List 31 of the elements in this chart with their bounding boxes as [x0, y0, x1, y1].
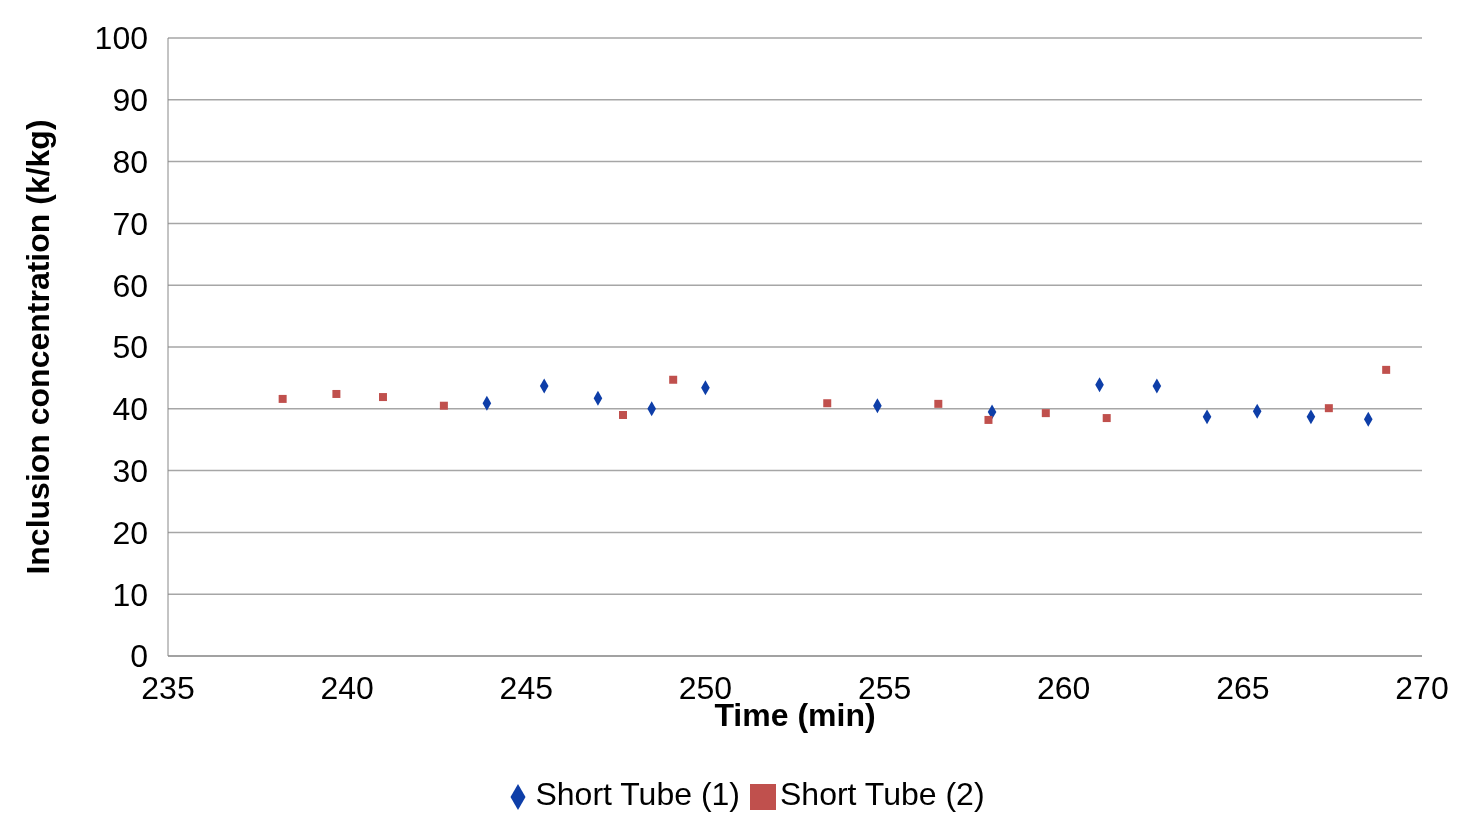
- point: [669, 375, 678, 384]
- point: [332, 389, 341, 398]
- point: [823, 399, 832, 408]
- y-tick-label: 70: [112, 205, 148, 242]
- y-tick-label: 90: [112, 82, 148, 119]
- legend-label: Short Tube (1): [535, 776, 740, 812]
- point: [934, 399, 943, 408]
- x-tick-label: 265: [1216, 669, 1270, 706]
- point: [1102, 414, 1111, 423]
- y-tick-label: 60: [112, 267, 148, 304]
- y-tick-label: 50: [112, 329, 148, 366]
- point: [439, 401, 448, 410]
- y-tick-label: 20: [112, 514, 148, 551]
- point: [378, 393, 387, 402]
- x-tick-label: 245: [499, 669, 553, 706]
- y-tick-label: 10: [112, 576, 148, 613]
- point: [278, 394, 287, 403]
- y-tick-label: 40: [112, 391, 148, 428]
- x-tick-label: 240: [320, 669, 374, 706]
- legend-label: Short Tube (2): [780, 776, 985, 812]
- y-tick-label: 30: [112, 452, 148, 489]
- point: [984, 415, 993, 424]
- point: [1382, 365, 1391, 374]
- point: [619, 410, 628, 419]
- x-tick-label: 270: [1395, 669, 1449, 706]
- y-tick-label: 80: [112, 143, 148, 180]
- y-tick-label: 100: [94, 20, 148, 57]
- point: [1041, 409, 1050, 418]
- y-axis-title: Inclusion concentration (k/kg): [20, 119, 57, 575]
- x-tick-label: 260: [1037, 669, 1091, 706]
- point: [1324, 404, 1333, 413]
